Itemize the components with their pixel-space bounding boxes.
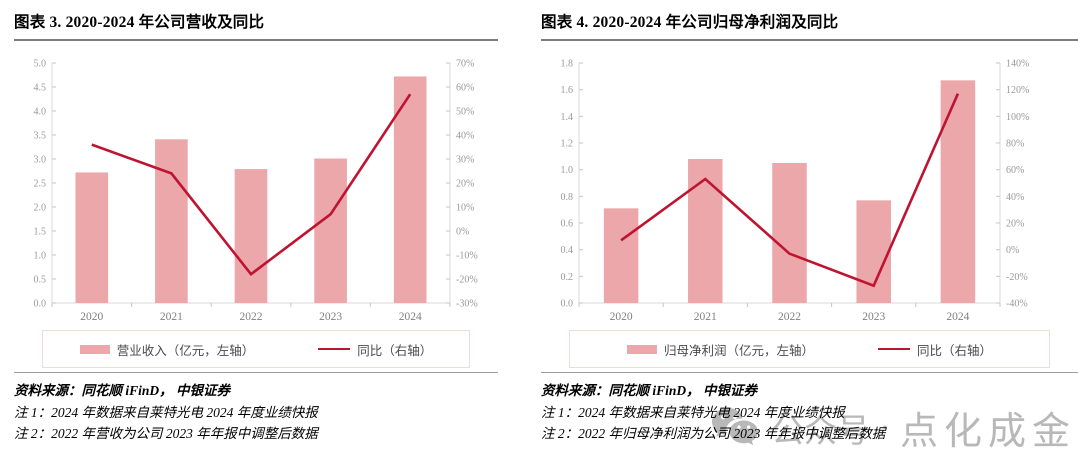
- svg-text:40%: 40%: [456, 131, 474, 142]
- svg-text:2021: 2021: [694, 311, 717, 323]
- svg-text:20%: 20%: [1006, 219, 1024, 230]
- svg-text:2023: 2023: [319, 311, 342, 323]
- svg-text:-40%: -40%: [1006, 299, 1028, 310]
- footnote: 注 2：2022 年归母净利润为公司 2023 年年报中调整后数据: [541, 426, 886, 442]
- line-swatch-icon: [878, 347, 910, 351]
- svg-text:2022: 2022: [778, 311, 801, 323]
- svg-text:2.5: 2.5: [34, 179, 47, 190]
- divider: [541, 372, 1078, 373]
- line-swatch-icon: [318, 347, 351, 351]
- svg-text:1.6: 1.6: [561, 85, 574, 96]
- svg-text:60%: 60%: [1006, 165, 1024, 176]
- svg-text:2.0: 2.0: [34, 203, 47, 214]
- svg-text:80%: 80%: [1006, 139, 1024, 150]
- svg-text:-30%: -30%: [456, 299, 478, 310]
- svg-text:100%: 100%: [1006, 112, 1029, 123]
- legend: 营业收入（亿元，左轴） 同比（右轴）: [42, 330, 470, 368]
- svg-text:-10%: -10%: [456, 251, 478, 262]
- figure-notes: 资料来源：同花顺 iFinD， 中银证券 注 1：2024 年数据来自莱特光电 …: [541, 373, 1078, 445]
- footnote: 注 1：2024 年数据来自莱特光电 2024 年度业绩快报: [14, 404, 318, 420]
- svg-text:0.5: 0.5: [34, 275, 47, 286]
- svg-text:1.2: 1.2: [561, 139, 574, 150]
- svg-text:-20%: -20%: [1006, 272, 1028, 283]
- legend-item-line: 同比（右轴）: [878, 340, 992, 359]
- svg-text:30%: 30%: [456, 155, 474, 166]
- svg-text:0.4: 0.4: [561, 245, 574, 256]
- svg-text:4.5: 4.5: [34, 83, 47, 94]
- svg-text:1.4: 1.4: [561, 112, 574, 123]
- figure-notes: 资料来源：同花顺 iFinD， 中银证券 注 1：2024 年数据来自莱特光电 …: [14, 373, 498, 445]
- svg-text:60%: 60%: [456, 83, 474, 94]
- svg-text:120%: 120%: [1006, 85, 1029, 96]
- revenue-chart-canvas: 0.0 0.5 1.0 1.5 2.0 2.5 3.0 3.5 4.0 4.5 5.0 -30% -20…: [14, 49, 498, 329]
- watermark-text: 公众号: [770, 411, 870, 449]
- source-note: 资料来源：同花顺 iFinD， 中银证券: [541, 383, 758, 398]
- source-note: 资料来源：同花顺 iFinD， 中银证券: [14, 383, 231, 398]
- svg-text:1.0: 1.0: [561, 165, 574, 176]
- legend-label: 归母净利润（亿元，左轴）: [663, 343, 814, 358]
- bar-swatch-icon: [79, 344, 110, 354]
- svg-text:0.6: 0.6: [561, 219, 574, 230]
- svg-text:1.0: 1.0: [34, 251, 47, 262]
- legend-item-bar: 营业收入（亿元，左轴）: [79, 340, 255, 359]
- svg-text:0.0: 0.0: [561, 299, 574, 310]
- figure-title: 图表 3. 2020-2024 年公司营收及同比: [14, 10, 498, 41]
- figure-revenue: 图表 3. 2020-2024 年公司营收及同比 0.0 0.5 1.0 1.5 2.0…: [14, 10, 498, 445]
- figure-net-profit: 图表 4. 2020-2024 年公司归母净利润及同比 0.0 0.2 0.4 0.6…: [541, 10, 1078, 445]
- legend-item-line: 同比（右轴）: [318, 340, 432, 359]
- svg-text:50%: 50%: [456, 107, 474, 118]
- svg-text:0%: 0%: [1006, 245, 1019, 256]
- svg-text:-20%: -20%: [456, 275, 478, 286]
- net-profit-chart-canvas: 0.0 0.2 0.4 0.6 0.8 1.0 1.2 1.4 1.6 1.8 -40% -20% 0%…: [541, 49, 1078, 329]
- watermark-separator: ·: [879, 410, 890, 444]
- svg-text:2020: 2020: [610, 311, 633, 323]
- svg-text:1.8: 1.8: [561, 59, 574, 70]
- svg-text:3.5: 3.5: [34, 131, 47, 142]
- svg-text:2021: 2021: [160, 311, 183, 323]
- legend-item-bar: 归母净利润（亿元，左轴）: [626, 340, 814, 359]
- bar-swatch-icon: [626, 344, 657, 354]
- svg-text:2022: 2022: [240, 311, 263, 323]
- svg-text:4.0: 4.0: [34, 107, 47, 118]
- wechat-icon: [711, 407, 758, 445]
- svg-text:140%: 140%: [1006, 59, 1029, 70]
- svg-text:2024: 2024: [946, 311, 969, 323]
- legend-label: 同比（右轴）: [917, 343, 993, 358]
- legend: 归母净利润（亿元，左轴） 同比（右轴）: [569, 330, 1050, 368]
- svg-text:0.2: 0.2: [561, 272, 574, 283]
- figure-title: 图表 4. 2020-2024 年公司归母净利润及同比: [541, 10, 1078, 41]
- svg-text:70%: 70%: [456, 59, 474, 70]
- svg-text:40%: 40%: [1006, 192, 1024, 203]
- divider: [14, 372, 498, 373]
- legend-label: 同比（右轴）: [357, 343, 433, 358]
- legend-label: 营业收入（亿元，左轴）: [116, 343, 255, 358]
- svg-text:5.0: 5.0: [34, 59, 47, 70]
- svg-text:0.8: 0.8: [561, 192, 574, 203]
- svg-text:2024: 2024: [399, 311, 422, 323]
- watermark: 公众号 · 点化成金: [709, 400, 1076, 455]
- svg-text:1.5: 1.5: [34, 227, 47, 238]
- svg-text:2020: 2020: [80, 311, 103, 323]
- footnote: 注 2：2022 年营收为公司 2023 年年报中调整后数据: [14, 426, 318, 442]
- svg-text:3.0: 3.0: [34, 155, 47, 166]
- svg-text:2023: 2023: [862, 311, 885, 323]
- svg-text:0%: 0%: [456, 227, 469, 238]
- svg-text:10%: 10%: [456, 203, 474, 214]
- svg-text:20%: 20%: [456, 179, 474, 190]
- watermark-text: 点化成金: [899, 411, 1076, 453]
- svg-text:0.0: 0.0: [34, 299, 47, 310]
- footnote: 注 1：2024 年数据来自莱特光电 2024 年度业绩快报: [541, 404, 845, 420]
